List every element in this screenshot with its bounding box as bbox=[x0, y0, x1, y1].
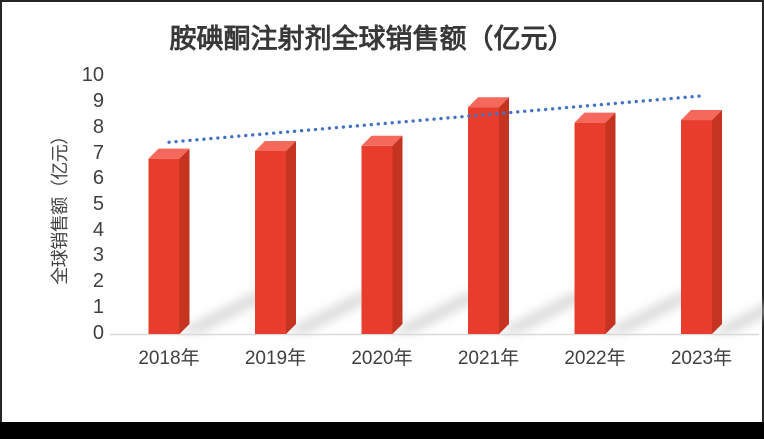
bar-top-face bbox=[255, 140, 296, 151]
bar-shadow bbox=[600, 293, 705, 333]
plot-area: 0 1 2 3 4 5 6 7 8 9 10 2018年 2019年 2020年 2021年 2022年 202… bbox=[2, 2, 764, 424]
bar-shadow bbox=[494, 293, 598, 333]
bar-side-face bbox=[179, 148, 190, 334]
bar-2023年 bbox=[681, 110, 722, 334]
x-category-label: 2020年 bbox=[351, 348, 413, 369]
bar-top-face bbox=[574, 112, 616, 123]
bar-front-face bbox=[361, 145, 393, 334]
bar-side-face bbox=[392, 135, 403, 334]
bar-shadow bbox=[281, 293, 385, 333]
bar-2018年 bbox=[148, 148, 190, 334]
x-category-label: 2019年 bbox=[244, 348, 307, 369]
bar-2019年 bbox=[255, 140, 296, 334]
bar-top-face bbox=[148, 148, 190, 159]
bar-shadow bbox=[174, 293, 279, 333]
chart-svg bbox=[110, 94, 764, 336]
x-category-label: 2022年 bbox=[564, 348, 626, 369]
x-category-label: 2018年 bbox=[138, 348, 200, 369]
y-tick-label: 2 bbox=[92, 270, 104, 293]
y-tick-label: 0 bbox=[92, 321, 104, 344]
y-tick-label: 10 bbox=[81, 64, 104, 87]
bar-shadow bbox=[387, 293, 492, 333]
bar-front-face bbox=[148, 158, 180, 334]
chart-canvas: 胺碘酮注射剂全球销售额（亿元） 全球销售额（亿元） 0 1 2 3 4 5 6 7 8 9 10 20… bbox=[0, 0, 764, 422]
y-tick-label: 4 bbox=[92, 218, 104, 241]
y-tick-label: 9 bbox=[92, 90, 104, 113]
bar-front-face bbox=[681, 120, 712, 334]
bottom-black-bar bbox=[0, 422, 764, 439]
x-category-label: 2021年 bbox=[457, 348, 520, 369]
chart-title: 胺碘酮注射剂全球销售额（亿元） bbox=[169, 24, 575, 54]
bar-side-face bbox=[605, 112, 616, 334]
bar-side-face bbox=[499, 97, 509, 334]
y-tick-label: 3 bbox=[92, 244, 104, 267]
bar-top-face bbox=[468, 97, 509, 108]
bar-2022年 bbox=[574, 112, 616, 334]
bar-side-face bbox=[712, 110, 722, 334]
bar-2021年 bbox=[468, 97, 509, 334]
bar-top-face bbox=[681, 110, 722, 121]
y-tick-label: 7 bbox=[92, 141, 104, 164]
bar-shadow bbox=[707, 303, 764, 333]
x-category-label: 2023年 bbox=[670, 348, 733, 369]
bar-front-face bbox=[574, 122, 606, 334]
bar-front-face bbox=[468, 107, 499, 334]
y-tick-label: 8 bbox=[92, 115, 104, 138]
y-tick-label: 1 bbox=[92, 295, 104, 318]
bar-side-face bbox=[286, 140, 296, 334]
bar-front-face bbox=[255, 150, 286, 334]
trendline-dotted bbox=[167, 94, 704, 144]
bar-2020年 bbox=[361, 135, 403, 334]
bar-top-face bbox=[361, 135, 403, 146]
y-tick-label: 6 bbox=[92, 167, 104, 190]
y-tick-label: 5 bbox=[92, 193, 104, 215]
